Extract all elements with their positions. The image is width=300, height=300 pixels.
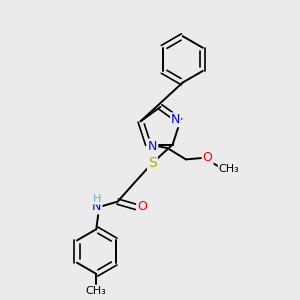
Text: S: S <box>148 156 157 170</box>
Text: N: N <box>171 113 180 126</box>
Text: H: H <box>93 194 101 204</box>
Text: O: O <box>203 152 213 164</box>
Text: CH₃: CH₃ <box>86 286 106 296</box>
Text: N: N <box>92 200 101 214</box>
Text: CH₃: CH₃ <box>219 164 239 174</box>
Text: N: N <box>148 140 157 152</box>
Text: O: O <box>137 200 147 214</box>
